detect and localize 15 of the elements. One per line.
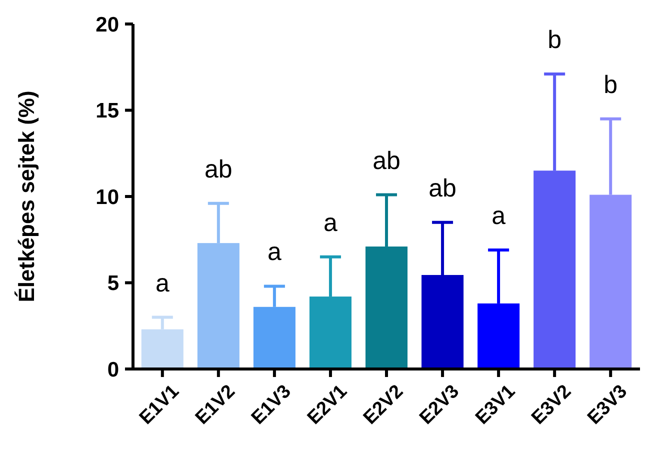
annotation: ab <box>204 155 232 184</box>
annotation: b <box>548 26 562 54</box>
annotation: ab <box>428 174 456 202</box>
annotation: a <box>492 202 506 230</box>
y-tick-label: 0 <box>107 358 119 382</box>
annotation: a <box>155 269 170 298</box>
y-tick-label: 15 <box>96 100 120 123</box>
annotation: ab <box>372 146 400 175</box>
annotation: a <box>268 238 282 266</box>
annotation: a <box>324 208 338 237</box>
y-axis-title: Életképes sejtek (%) <box>14 90 39 302</box>
annotation: b <box>604 70 618 99</box>
y-tick-label: 20 <box>96 13 119 36</box>
y-tick-label: 5 <box>107 272 120 296</box>
y-tick-label: 10 <box>96 186 119 209</box>
